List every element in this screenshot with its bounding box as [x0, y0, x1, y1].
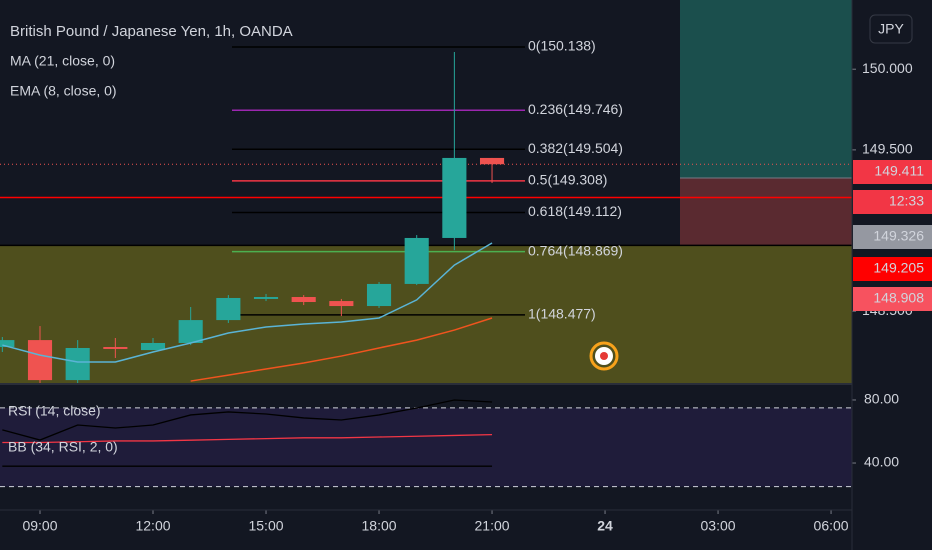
target-ring: [589, 341, 619, 371]
candle-body: [253, 297, 279, 299]
fib-label: 0.382(149.504): [528, 140, 623, 156]
y-tick-label: 150.000: [862, 60, 913, 76]
indicator-legend: MA (21, close, 0): [10, 53, 115, 69]
fib-label: 0.5(149.308): [528, 172, 607, 188]
price-label: 149.411: [874, 163, 924, 179]
symbol-title: British Pound / Japanese Yen, 1h, OANDA: [10, 23, 293, 40]
x-tick-label: 09:00: [22, 518, 57, 534]
x-tick-label: 18:00: [362, 518, 397, 534]
fib-label: 0.764(148.869): [528, 242, 623, 258]
candle-body: [479, 157, 505, 165]
rsi-band: [0, 407, 852, 487]
target-dot: [600, 352, 608, 360]
fib-label: 0.618(149.112): [528, 203, 622, 219]
candle-body: [178, 320, 203, 343]
currency-label: JPY: [878, 21, 904, 37]
indicator-legend: BB (34, RSI, 2, 0): [8, 439, 118, 455]
price-label-box: [853, 257, 932, 281]
indicator-line: [2, 242, 493, 363]
price-label: 12:33: [889, 193, 924, 209]
candle-body: [27, 340, 53, 381]
indicator-legend: EMA (8, close, 0): [10, 83, 117, 99]
candle-body: [366, 283, 392, 307]
price-label-box: [853, 190, 932, 214]
loss-zone: [680, 177, 852, 246]
candle-body: [140, 342, 166, 351]
target-icon[interactable]: [589, 341, 619, 371]
y-tick-label: 40.00: [864, 454, 899, 470]
price-label-box: [853, 225, 932, 249]
candle-body: [216, 297, 241, 321]
price-label-box: [853, 287, 932, 311]
fib-label: 0(150.138): [528, 38, 596, 54]
profit-zone: [680, 0, 852, 178]
candle-body: [442, 157, 467, 238]
y-tick-label: 149.500: [862, 141, 913, 157]
currency-button[interactable]: [869, 14, 913, 44]
x-tick-label: 15:00: [248, 518, 283, 534]
x-tick-label: 03:00: [701, 518, 736, 534]
candle-body: [65, 347, 90, 381]
x-tick-label: 06:00: [814, 518, 849, 534]
y-tick-label: 80.00: [864, 391, 899, 407]
candle-body: [291, 297, 316, 303]
candle-body: [103, 347, 128, 349]
price-label: 148.908: [873, 290, 924, 306]
indicator-line: [2, 434, 493, 444]
x-tick-label: 12:00: [135, 518, 170, 534]
indicator-legend: RSI (14, close): [8, 403, 101, 419]
price-label-box: [853, 160, 932, 184]
price-label: 149.205: [873, 260, 924, 276]
fib-label: 1(148.477): [528, 306, 596, 322]
price-label: 149.326: [873, 228, 924, 244]
candle-body: [0, 340, 15, 348]
indicator-line: [2, 399, 493, 441]
fib-label: 0.236(149.746): [528, 101, 623, 117]
x-tick-label: 21:00: [475, 518, 510, 534]
indicator-line: [190, 317, 493, 382]
candle-body: [404, 237, 429, 284]
candle-body: [329, 301, 354, 307]
x-tick-label: 24: [597, 518, 613, 534]
